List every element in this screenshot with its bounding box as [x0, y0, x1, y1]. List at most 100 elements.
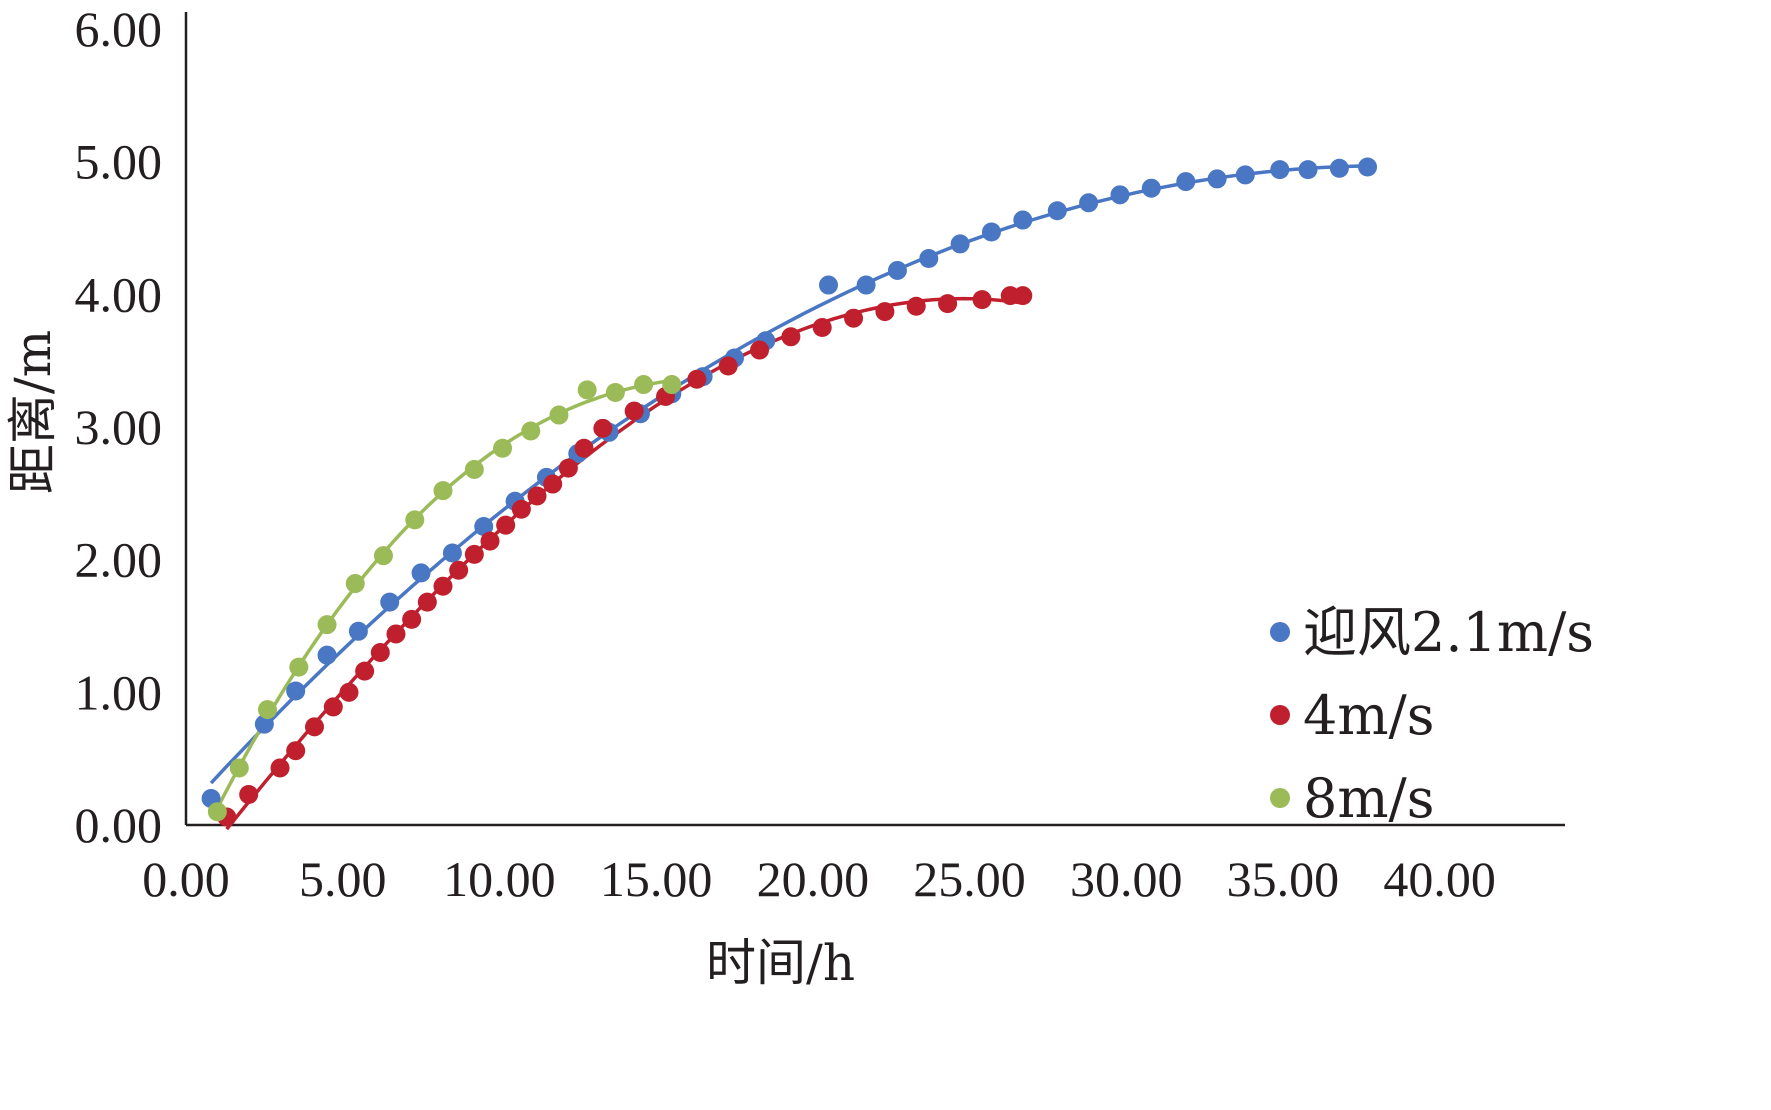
trendline-series-0	[209, 164, 1368, 785]
data-point-series-2	[317, 615, 337, 635]
data-point-series-1	[543, 474, 563, 494]
data-point-series-1	[449, 560, 469, 580]
y-axis-title: 距离/m	[4, 330, 62, 494]
data-point-series-1	[527, 486, 547, 506]
data-point-series-1	[370, 643, 390, 663]
data-point-series-1	[323, 697, 343, 717]
legend-label-series-2: 8m/s	[1303, 767, 1434, 830]
data-point-series-1	[574, 438, 594, 458]
data-point-series-0	[474, 517, 494, 536]
data-point-series-2	[577, 380, 597, 400]
data-point-series-0	[1141, 178, 1161, 198]
data-point-series-1	[270, 758, 290, 778]
data-point-series-2	[405, 510, 425, 530]
data-point-series-2	[257, 700, 277, 720]
data-point-series-1	[938, 294, 958, 314]
legend: 迎风2.1m/s 4m/s 8m/s	[1270, 601, 1594, 830]
data-point-series-1	[624, 401, 644, 421]
data-point-series-1	[593, 418, 613, 438]
x-tick-label: 10.00	[443, 851, 556, 907]
data-point-series-0	[981, 222, 1001, 242]
y-tick-label: 3.00	[75, 399, 163, 455]
data-point-series-0	[818, 275, 838, 295]
data-point-series-2	[345, 574, 365, 594]
x-tick-label: 40.00	[1383, 851, 1496, 907]
data-point-series-0	[1176, 172, 1196, 192]
data-point-series-2	[229, 758, 249, 778]
data-point-series-1	[286, 741, 306, 761]
data-point-series-2	[464, 459, 484, 479]
data-point-series-0	[348, 621, 368, 641]
data-point-series-1	[417, 592, 437, 612]
data-point-series-1	[511, 499, 531, 519]
data-point-series-1	[402, 609, 422, 629]
y-tick-label: 2.00	[75, 532, 163, 588]
data-point-series-1	[433, 576, 453, 596]
data-point-series-1	[812, 318, 832, 337]
data-point-series-0	[1110, 185, 1130, 205]
data-point-series-0	[1047, 201, 1067, 221]
y-tick-label: 0.00	[75, 797, 163, 853]
data-point-series-1	[972, 290, 992, 310]
data-point-series-0	[254, 714, 274, 734]
data-point-series-0	[1235, 165, 1255, 185]
data-point-series-1	[1013, 286, 1033, 306]
data-point-series-0	[1013, 210, 1033, 230]
x-tick-label: 30.00	[1070, 851, 1183, 907]
data-point-series-0	[1329, 158, 1349, 178]
data-point-series-2	[521, 421, 541, 441]
data-point-series-0	[1079, 193, 1099, 213]
data-points	[201, 157, 1378, 827]
x-tick-label: 35.00	[1227, 851, 1340, 907]
data-point-series-2	[289, 657, 309, 677]
data-point-series-0	[1358, 157, 1378, 177]
x-axis-tick-labels: 0.00 5.00 10.00 15.00 20.00 25.00 30.00 35.00 40…	[142, 851, 1496, 907]
data-point-series-1	[239, 784, 259, 804]
data-point-series-0	[411, 563, 431, 583]
data-point-series-2	[493, 438, 513, 458]
data-point-series-2	[373, 546, 393, 566]
data-point-series-0	[950, 234, 970, 254]
data-point-series-2	[549, 405, 569, 425]
legend-label-series-1: 4m/s	[1303, 684, 1434, 747]
x-tick-label: 25.00	[913, 851, 1026, 907]
data-point-series-0	[286, 681, 306, 701]
data-point-series-2	[634, 375, 654, 395]
data-point-series-1	[875, 302, 895, 322]
data-point-series-0	[380, 592, 400, 612]
data-point-series-1	[781, 327, 801, 347]
legend-label-series-0: 迎风2.1m/s	[1303, 601, 1594, 664]
data-point-series-1	[844, 308, 864, 328]
data-point-series-2	[433, 481, 453, 501]
trendlines	[209, 164, 1368, 831]
data-point-series-0	[856, 275, 876, 295]
data-point-series-1	[464, 544, 484, 564]
data-point-series-1	[339, 682, 359, 702]
data-point-series-1	[750, 340, 770, 360]
x-tick-label: 0.00	[142, 851, 230, 907]
data-point-series-0	[317, 645, 337, 665]
x-axis-title: 时间/h	[706, 934, 855, 992]
y-tick-label: 6.00	[75, 1, 163, 57]
legend-marker-series-2	[1270, 788, 1290, 808]
data-point-series-1	[355, 661, 375, 681]
data-point-series-0	[887, 260, 907, 280]
data-point-series-0	[1298, 160, 1318, 180]
data-point-series-0	[1270, 160, 1290, 180]
legend-marker-series-1	[1270, 705, 1290, 725]
x-tick-label: 20.00	[757, 851, 870, 907]
y-axis-tick-labels: 0.00 1.00 2.00 3.00 4.00 5.00 6.00	[75, 1, 163, 853]
data-point-series-0	[442, 543, 462, 563]
data-point-series-1	[496, 515, 516, 535]
data-point-series-1	[386, 624, 406, 644]
y-tick-label: 5.00	[75, 134, 163, 190]
data-point-series-0	[1207, 169, 1227, 189]
trendline-series-1	[225, 296, 1024, 831]
data-point-series-1	[718, 356, 738, 376]
data-point-series-1	[906, 296, 926, 316]
x-tick-label: 5.00	[299, 851, 387, 907]
data-point-series-1	[480, 531, 500, 551]
data-point-series-2	[605, 383, 625, 403]
data-point-series-1	[558, 458, 578, 478]
